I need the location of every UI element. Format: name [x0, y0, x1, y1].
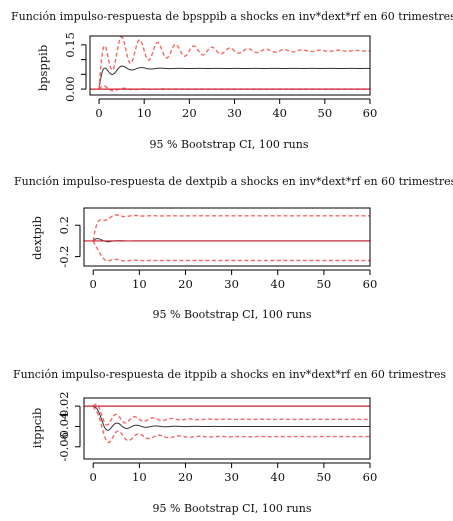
x-tick-label: 60	[363, 470, 378, 484]
x-tick-label: 40	[270, 277, 285, 291]
x-tick-label: 20	[178, 277, 193, 291]
panel-2-title: Función impulso-respuesta de dextpib a s…	[14, 175, 453, 188]
y-tick-label: 0.15	[63, 32, 77, 58]
x-tick-label: 50	[317, 277, 332, 291]
x-tick-label: 60	[363, 106, 378, 120]
y-tick-label: -0.04	[57, 412, 71, 442]
panel-2-caption: 95 % Bootstrap CI, 100 runs	[153, 308, 312, 321]
x-tick-label: 50	[318, 106, 333, 120]
y-tick-label: -0.02	[57, 391, 71, 421]
panel-1-ylabel: bpsppib	[36, 45, 50, 91]
plot-frame	[89, 35, 371, 96]
series-lower-line	[92, 240, 370, 262]
x-tick-label: 10	[132, 277, 147, 291]
y-tick-label: 0.00	[63, 76, 77, 102]
panel-3-ylabel: itppcib	[30, 408, 44, 449]
panel-3-caption: 95 % Bootstrap CI, 100 runs	[153, 502, 312, 515]
series-upper-line	[92, 403, 370, 426]
plot-frame	[83, 397, 371, 460]
series-response-line	[92, 405, 370, 431]
panel-1-plot: 0 10 20 30 40 50 60 0.00 0.15	[63, 32, 377, 120]
series-upper-line	[92, 214, 370, 242]
panel-1: Función impulso-respuesta de bpsppib a s…	[11, 10, 453, 151]
y-tick-label: -0.2	[57, 246, 71, 268]
x-tick-label: 0	[90, 470, 97, 484]
panel-3-title: Función impulso-respuesta de itppib a sh…	[13, 368, 446, 381]
panel-1-caption: 95 % Bootstrap CI, 100 runs	[150, 138, 309, 151]
x-tick-label: 30	[227, 106, 242, 120]
series-lower-line	[92, 405, 370, 444]
x-tick-label: 0	[90, 277, 97, 291]
panel-2: Función impulso-respuesta de dextpib a s…	[14, 175, 453, 321]
x-tick-label: 0	[95, 106, 102, 120]
panel-3: Función impulso-respuesta de itppib a sh…	[13, 368, 446, 515]
x-tick-label: 20	[178, 470, 193, 484]
panel-1-title: Función impulso-respuesta de bpsppib a s…	[11, 10, 453, 23]
x-tick-label: 50	[317, 470, 332, 484]
panel-2-plot: 0 10 20 30 40 50 60 -0.2 0.2	[57, 207, 378, 291]
panel-3-plot: 0 10 20 30 40 50 60 -0.06-0.04-0.02	[57, 391, 377, 484]
x-tick-label: 10	[137, 106, 152, 120]
y-tick-label: -0.06	[57, 432, 71, 462]
x-tick-label: 30	[224, 470, 239, 484]
x-tick-label: 10	[132, 470, 147, 484]
series-upper-line	[98, 35, 371, 90]
y-tick-label: 0.2	[57, 216, 71, 234]
x-tick-label: 20	[182, 106, 197, 120]
x-tick-label: 40	[270, 470, 285, 484]
panel-2-ylabel: dextpib	[30, 216, 44, 260]
x-tick-label: 30	[224, 277, 239, 291]
plot-frame	[83, 207, 371, 267]
series-response-line	[98, 65, 370, 90]
x-tick-label: 40	[272, 106, 287, 120]
series-lower-line	[98, 85, 370, 92]
x-tick-label: 60	[363, 277, 378, 291]
